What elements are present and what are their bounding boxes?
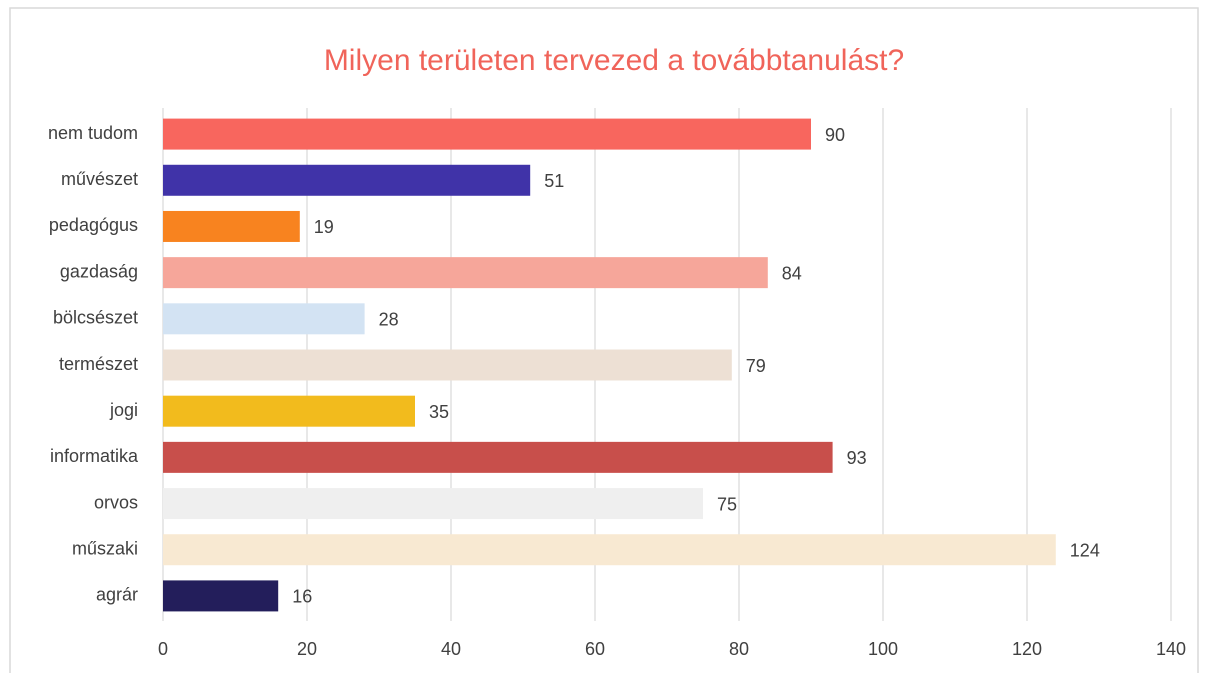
y-tick-label: bölcsészet — [53, 308, 138, 328]
y-tick-label: gazdaság — [60, 261, 138, 281]
data-label: 16 — [292, 587, 312, 607]
y-tick-label: orvos — [94, 492, 138, 512]
chart-title: Milyen területen tervezed a továbbtanulá… — [324, 44, 904, 77]
x-tick-label: 120 — [1012, 639, 1042, 659]
y-tick-label: pedagógus — [49, 215, 138, 235]
x-tick-label: 80 — [729, 639, 749, 659]
data-label: 28 — [379, 310, 399, 330]
x-tick-label: 40 — [441, 639, 461, 659]
y-tick-label: informatika — [50, 446, 139, 466]
y-tick-label: jogi — [109, 400, 138, 420]
bar — [163, 488, 703, 520]
data-label: 90 — [825, 125, 845, 145]
bar — [163, 395, 415, 427]
data-label: 93 — [847, 448, 867, 468]
x-tick-label: 140 — [1156, 639, 1186, 659]
x-tick-label: 0 — [158, 639, 168, 659]
bar — [163, 164, 531, 196]
bar — [163, 349, 732, 381]
x-tick-label: 20 — [297, 639, 317, 659]
y-tick-label: művészet — [61, 169, 138, 189]
y-tick-label: műszaki — [72, 538, 138, 558]
bar — [163, 118, 811, 150]
data-label: 79 — [746, 356, 766, 376]
data-label: 35 — [429, 402, 449, 422]
bar — [163, 441, 833, 473]
chart-border — [9, 7, 1199, 673]
data-label: 84 — [782, 263, 802, 283]
data-label: 124 — [1070, 540, 1100, 560]
data-label: 51 — [544, 171, 564, 191]
y-tick-label: agrár — [96, 585, 138, 605]
x-tick-label: 100 — [868, 639, 898, 659]
bar — [163, 303, 365, 335]
data-label: 75 — [717, 494, 737, 514]
y-tick-label: természet — [59, 354, 138, 374]
bar — [163, 210, 300, 242]
x-tick-label: 60 — [585, 639, 605, 659]
bar — [163, 580, 279, 612]
bar — [163, 257, 768, 289]
y-tick-label: nem tudom — [48, 123, 138, 143]
bar — [163, 534, 1056, 566]
data-label: 19 — [314, 217, 334, 237]
